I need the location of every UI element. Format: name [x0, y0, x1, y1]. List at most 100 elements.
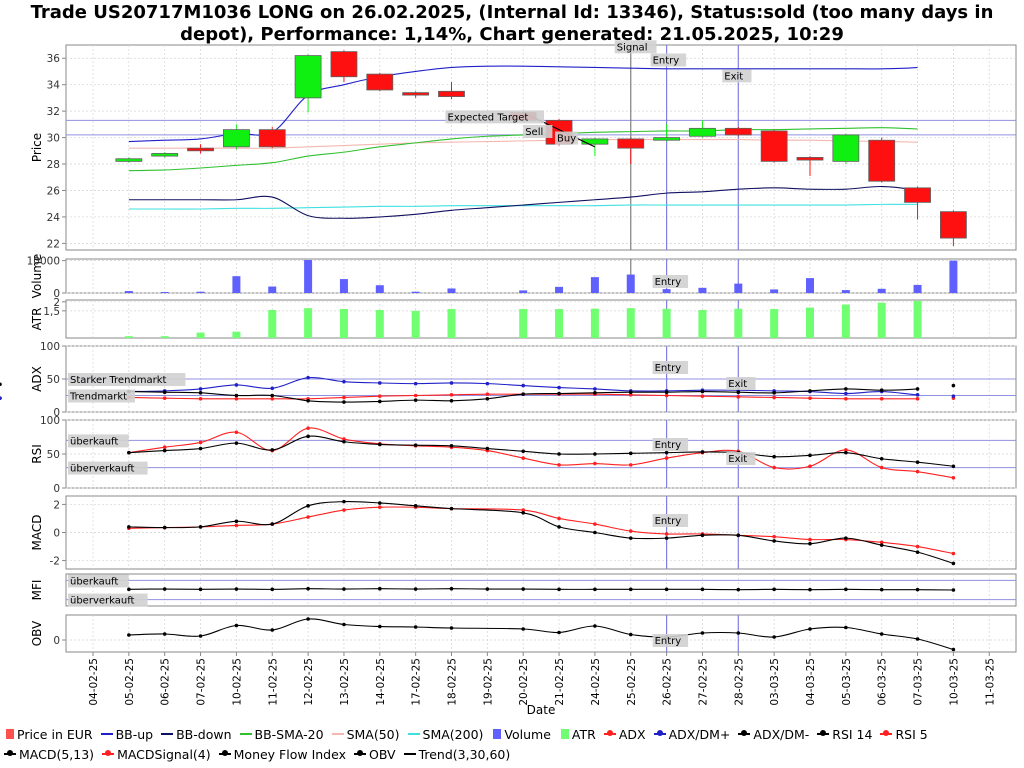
- x-tick-label: 14-02-25: [375, 658, 387, 706]
- obv-point: [449, 626, 454, 630]
- macd-point: [413, 504, 418, 508]
- adx-dm-minus-point: [844, 387, 848, 391]
- adx-dm-plus-point: [449, 381, 454, 385]
- legend-item: MACD(5,13): [4, 744, 94, 764]
- rsi14-line: [128, 435, 954, 467]
- rsi14-point: [951, 464, 956, 469]
- rsi14-point: [378, 442, 382, 447]
- macd-point: [449, 506, 454, 511]
- volume-ytick-label: 0: [53, 288, 60, 300]
- price-annotation-exit: Exit: [724, 71, 743, 82]
- adx-dm-minus-point: [521, 392, 525, 396]
- candle-body: [617, 138, 645, 149]
- rsi5-point: [306, 426, 310, 430]
- adx-dm-plus-point: [413, 381, 418, 386]
- macd-point: [915, 550, 920, 554]
- macd-point: [521, 511, 525, 515]
- atr-bar: [232, 331, 241, 338]
- adx-dm-plus-point: [270, 386, 275, 391]
- obv-point: [808, 627, 812, 631]
- candle-body: [438, 90, 465, 97]
- rsi14-point: [306, 434, 310, 439]
- mfi-point: [772, 587, 776, 592]
- adx-ylabel: ADX: [30, 366, 44, 392]
- mfi-point: [342, 587, 346, 591]
- chart-legend: Price in EUR BB-up BB-down BB-SMA-20 SMA(50)…: [0, 724, 1024, 768]
- volume-bar: [590, 277, 599, 293]
- x-tick-label: 27-02-25: [697, 658, 709, 706]
- mfi-point: [378, 586, 382, 591]
- macd-signal-point: [593, 522, 597, 526]
- obv-point: [772, 635, 776, 639]
- adx-ytick-label: 50: [47, 374, 60, 386]
- adx-ytick-label: 100: [40, 341, 60, 353]
- legend-item: ATR: [559, 724, 596, 744]
- mfi-panel: MFI überkauft überverkauft: [30, 573, 1017, 607]
- rsi5-point: [342, 437, 346, 441]
- legend-item: BB-up: [100, 724, 153, 744]
- rsi14-point: [700, 450, 705, 454]
- mfi-ylabel: MFI: [30, 580, 44, 601]
- volume-bar: [232, 276, 241, 293]
- macd-point: [557, 525, 561, 529]
- macd-ytick-label: 2: [53, 499, 60, 511]
- macd-signal-point: [378, 505, 382, 510]
- macd-point: [162, 525, 167, 530]
- rsi-exit-tag: Exit: [728, 454, 747, 465]
- volume-bar: [304, 259, 313, 293]
- legend-swatch: [353, 748, 366, 760]
- legend-item: SMA(50): [331, 724, 400, 744]
- x-axis: 04-02-25 05-02-25 06-02-25 07-02-25 10-02-25…: [88, 652, 996, 717]
- adx-strong-trend-label: Starker Trendmarkt: [70, 375, 167, 386]
- x-tick-label: 07-02-25: [196, 658, 208, 706]
- x-tick-label: 04-03-25: [805, 658, 817, 706]
- legend-item: Money Flow Index: [218, 744, 346, 764]
- rsi14-point: [879, 456, 884, 461]
- price-annotation-sell: Sell: [525, 127, 543, 138]
- adx-trend-label: Trendmarkt: [69, 392, 127, 403]
- rsi-overbought-label: überkauft: [70, 436, 118, 447]
- legend-label: ADX/DM+: [668, 726, 731, 742]
- volume-bar: [841, 290, 850, 293]
- macd-point: [270, 522, 275, 526]
- macd-ytick-label: -2: [50, 556, 60, 568]
- x-tick-label: 25-02-25: [626, 658, 638, 706]
- adx-point: [808, 396, 812, 400]
- rsi14-point: [593, 452, 597, 456]
- macd-signal-point: [951, 551, 956, 556]
- volume-bar: [698, 287, 707, 293]
- adx-point: [198, 397, 203, 401]
- mfi-point: [593, 587, 597, 592]
- mfi-point: [664, 587, 669, 592]
- candle-body: [724, 127, 752, 136]
- price-ytick-label: 30: [47, 133, 60, 145]
- rsi14-point: [772, 454, 776, 459]
- macd-point: [879, 543, 884, 547]
- volume-entry-tag-bg: [652, 275, 689, 288]
- adx-point: [378, 394, 382, 398]
- candle-body: [689, 127, 716, 137]
- x-tick-label: 10-03-25: [948, 658, 960, 706]
- macd-point: [198, 525, 203, 529]
- macd-point: [700, 533, 705, 538]
- atr-bar: [375, 309, 384, 338]
- mfi-oversold-label: überverkauft: [70, 596, 135, 607]
- x-tick-label: 13-02-25: [339, 658, 351, 706]
- adx-dm-minus-point: [915, 387, 920, 391]
- macd-point: [234, 519, 239, 524]
- atr-ytick-label: 2: [53, 297, 60, 309]
- x-tick-label: 19-02-25: [482, 658, 494, 706]
- obv-ylabel: OBV: [30, 620, 44, 646]
- macd-panel: MACD -2 0 2 Entry: [30, 495, 1017, 570]
- atr-bar: [304, 308, 313, 338]
- mfi-point: [306, 586, 310, 591]
- rsi14-point: [162, 448, 167, 453]
- rsi14-point: [270, 448, 275, 452]
- macd-entry-tag-bg: [652, 514, 689, 527]
- volume-panel: Volume 0 10000 Entry: [27, 254, 1017, 300]
- legend-swatch: [817, 728, 830, 740]
- legend-label: MACDSignal(4): [117, 746, 211, 762]
- rsi5-point: [628, 463, 633, 467]
- adx-dm-minus-point: [593, 391, 597, 395]
- rsi14-point: [664, 450, 669, 455]
